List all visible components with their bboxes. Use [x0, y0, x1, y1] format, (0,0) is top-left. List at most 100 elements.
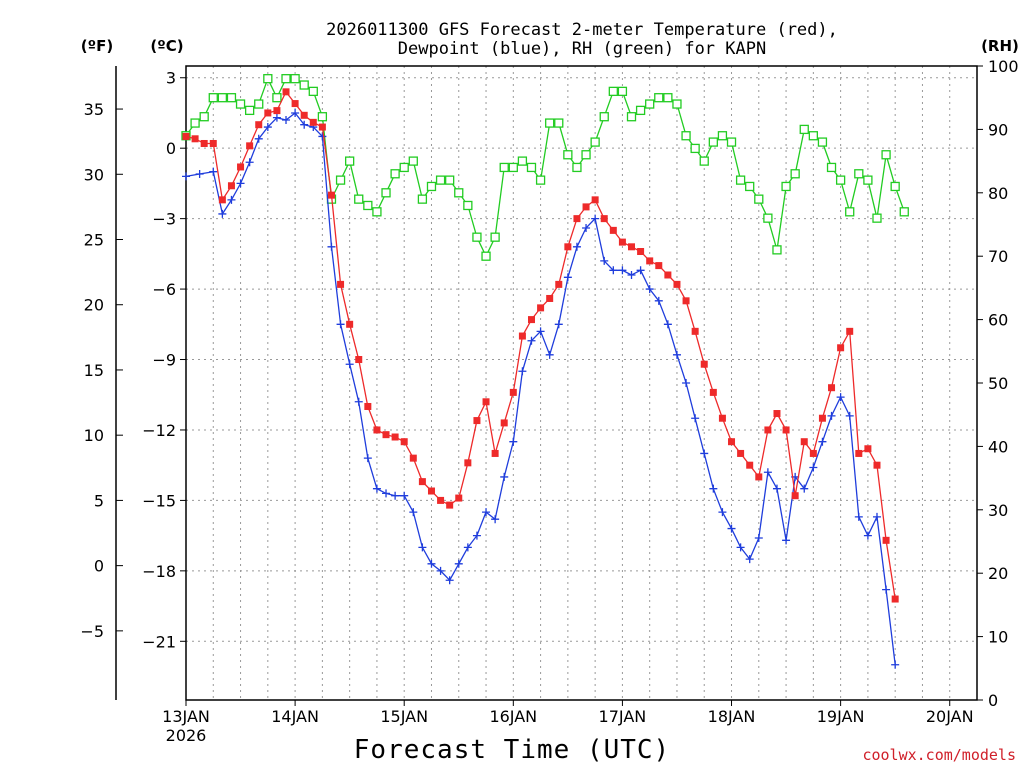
temperature-point [628, 243, 636, 251]
series-layer [181, 74, 909, 669]
x-tick-label: 13JAN [162, 707, 210, 726]
dewpoint-point [482, 508, 491, 517]
dewpoint-point [472, 531, 481, 540]
temperature-point [400, 438, 408, 446]
rh-tick-label: 50 [988, 374, 1008, 393]
dewpoint-point [445, 576, 454, 585]
dewpoint-point [372, 484, 381, 493]
x-axis-title: Forecast Time (UTC) [354, 735, 670, 765]
dewpoint-point [527, 336, 536, 345]
rh-point [881, 150, 891, 160]
rh-tick-label: 30 [988, 501, 1008, 520]
dewpoint-point [891, 660, 900, 669]
dewpoint-point [809, 463, 818, 472]
dewpoint-point [736, 543, 745, 552]
temperature-point [828, 384, 836, 392]
dewpoint-point [582, 224, 591, 233]
temperature-point [873, 461, 881, 469]
rh-point [263, 74, 273, 84]
x-tick-label: 18JAN [708, 707, 756, 726]
rh-point [635, 105, 646, 116]
rh-tick-label: 10 [988, 628, 1008, 647]
temperature-point [673, 280, 681, 288]
dewpoint-point [854, 512, 863, 521]
dewpoint-point [545, 350, 554, 359]
rh-tick-label: 90 [988, 120, 1008, 139]
rh-point [735, 175, 746, 185]
dewpoint-point [400, 491, 409, 500]
rh-point [535, 175, 546, 185]
temperature-point [327, 191, 335, 199]
celsius-unit-label: (ºC) [150, 37, 183, 55]
dewpoint-point [209, 167, 218, 176]
dewpoint-point [291, 108, 300, 117]
temperature-point [246, 142, 254, 150]
dewpoint-point [218, 209, 227, 218]
temperature-point [637, 248, 645, 256]
rh-point [572, 162, 582, 173]
rh-series [181, 74, 909, 261]
fahrenheit-tick-label: 35 [84, 100, 104, 119]
temperature-point [882, 536, 890, 544]
rh-point [717, 131, 728, 141]
rh-tick-label: 0 [988, 691, 998, 710]
rh-point [499, 162, 509, 173]
chart-title-line-2: Dewpoint (blue), RH (green) for KAPN [398, 39, 766, 59]
rh-point [799, 124, 809, 135]
temperature-point [591, 196, 599, 204]
rh-point [754, 194, 764, 204]
rh-point [372, 207, 382, 217]
temperature-point [482, 398, 490, 406]
dewpoint-point [463, 543, 472, 552]
celsius-axis: 3 0 −3 −6 −9 −12 −15 −18 −21 [142, 69, 186, 651]
dewpoint-point [195, 170, 204, 179]
temperature-point [737, 449, 745, 457]
dewpoint-point [318, 132, 327, 141]
rh-point [645, 99, 655, 109]
dewpoint-point [645, 285, 654, 294]
rh-point [690, 143, 700, 154]
rh-point [408, 156, 418, 166]
dewpoint-point [500, 472, 509, 481]
dewpoint-point [627, 270, 636, 279]
temperature-point [682, 297, 690, 305]
dewpoint-point [391, 491, 400, 500]
temperature-point [746, 461, 754, 469]
temperature-point [491, 449, 499, 457]
temperature-point [691, 327, 699, 335]
rh-point [708, 137, 718, 147]
temperature-point [537, 304, 545, 312]
dewpoint-point [436, 566, 445, 575]
rh-unit-label: (RH) [981, 37, 1019, 55]
temperature-point [391, 433, 399, 441]
dewpoint-point [700, 449, 709, 458]
rh-point [317, 112, 328, 122]
celsius-tick-label: 3 [166, 69, 176, 88]
celsius-tick-label: −18 [142, 562, 176, 581]
dewpoint-point [600, 256, 609, 265]
rh-point [345, 156, 355, 166]
temperature-point [409, 454, 417, 462]
temperature-point [500, 419, 508, 427]
temperature-point [700, 360, 708, 368]
celsius-tick-label: −6 [152, 280, 176, 299]
temperature-point [264, 109, 272, 117]
temperature-point [427, 487, 435, 495]
temperature-point [373, 426, 381, 434]
dewpoint-point [454, 559, 463, 568]
dewpoint-point [618, 266, 627, 275]
chart-title-line-1: 2026011300 GFS Forecast 2-meter Temperat… [326, 20, 838, 40]
x-tick-year-label: 2026 [166, 726, 207, 745]
fahrenheit-tick-label: −5 [80, 622, 104, 641]
rh-point [581, 150, 591, 160]
temperature-point [273, 107, 281, 115]
dewpoint-point [754, 533, 763, 542]
temperature-point [564, 243, 572, 251]
rh-point [335, 175, 346, 185]
x-tick-label: 14JAN [271, 707, 319, 726]
temperature-point [755, 473, 763, 481]
rh-point [563, 150, 573, 160]
dewpoint-point [518, 367, 527, 376]
fahrenheit-tick-label: 25 [84, 231, 104, 250]
temperature-point [437, 496, 445, 504]
